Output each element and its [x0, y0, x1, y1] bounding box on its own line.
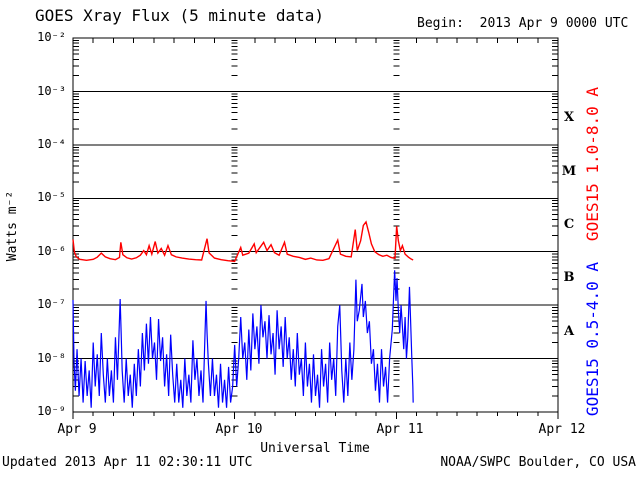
x-tick-apr11: Apr 11	[376, 422, 424, 437]
flare-class-c: C	[563, 217, 575, 232]
y-tick-1e-5: 10⁻⁵	[37, 190, 66, 204]
y-tick-1e-2: 10⁻²	[37, 30, 66, 44]
x-tick-apr12: Apr 12	[538, 422, 586, 437]
flare-class-m: M	[561, 164, 577, 179]
y-tick-1e-8: 10⁻⁸	[37, 351, 66, 365]
y-axis-label: Watts m⁻²	[5, 190, 20, 262]
updated-timestamp: Updated 2013 Apr 11 02:30:11 UTC	[2, 455, 253, 470]
begin-timestamp: Begin: 2013 Apr 9 0000 UTC	[417, 16, 629, 31]
x-tick-apr9: Apr 9	[57, 422, 97, 437]
legend-short-channel: GOES15 0.5-4.0 A	[583, 261, 602, 417]
source-credit: NOAA/SWPC Boulder, CO USA	[440, 455, 636, 470]
xray-short-trace	[72, 270, 414, 408]
chart-title: GOES Xray Flux (5 minute data)	[35, 6, 324, 25]
y-tick-1e-9: 10⁻⁹	[37, 404, 66, 418]
x-tick-apr10: Apr 10	[215, 422, 263, 437]
y-tick-1e-7: 10⁻⁷	[37, 297, 66, 311]
flare-class-b: B	[563, 270, 575, 285]
y-tick-1e-3: 10⁻³	[37, 84, 66, 98]
y-tick-1e-6: 10⁻⁶	[37, 244, 66, 258]
y-tick-1e-4: 10⁻⁴	[37, 137, 66, 151]
legend-long-channel: GOES15 1.0-8.0 A	[583, 86, 602, 242]
x-axis-label: Universal Time	[260, 441, 370, 456]
flare-class-x: X	[563, 110, 575, 125]
plot-frame	[72, 37, 559, 413]
xray-long-trace	[72, 220, 414, 263]
flare-class-a: A	[563, 324, 575, 339]
